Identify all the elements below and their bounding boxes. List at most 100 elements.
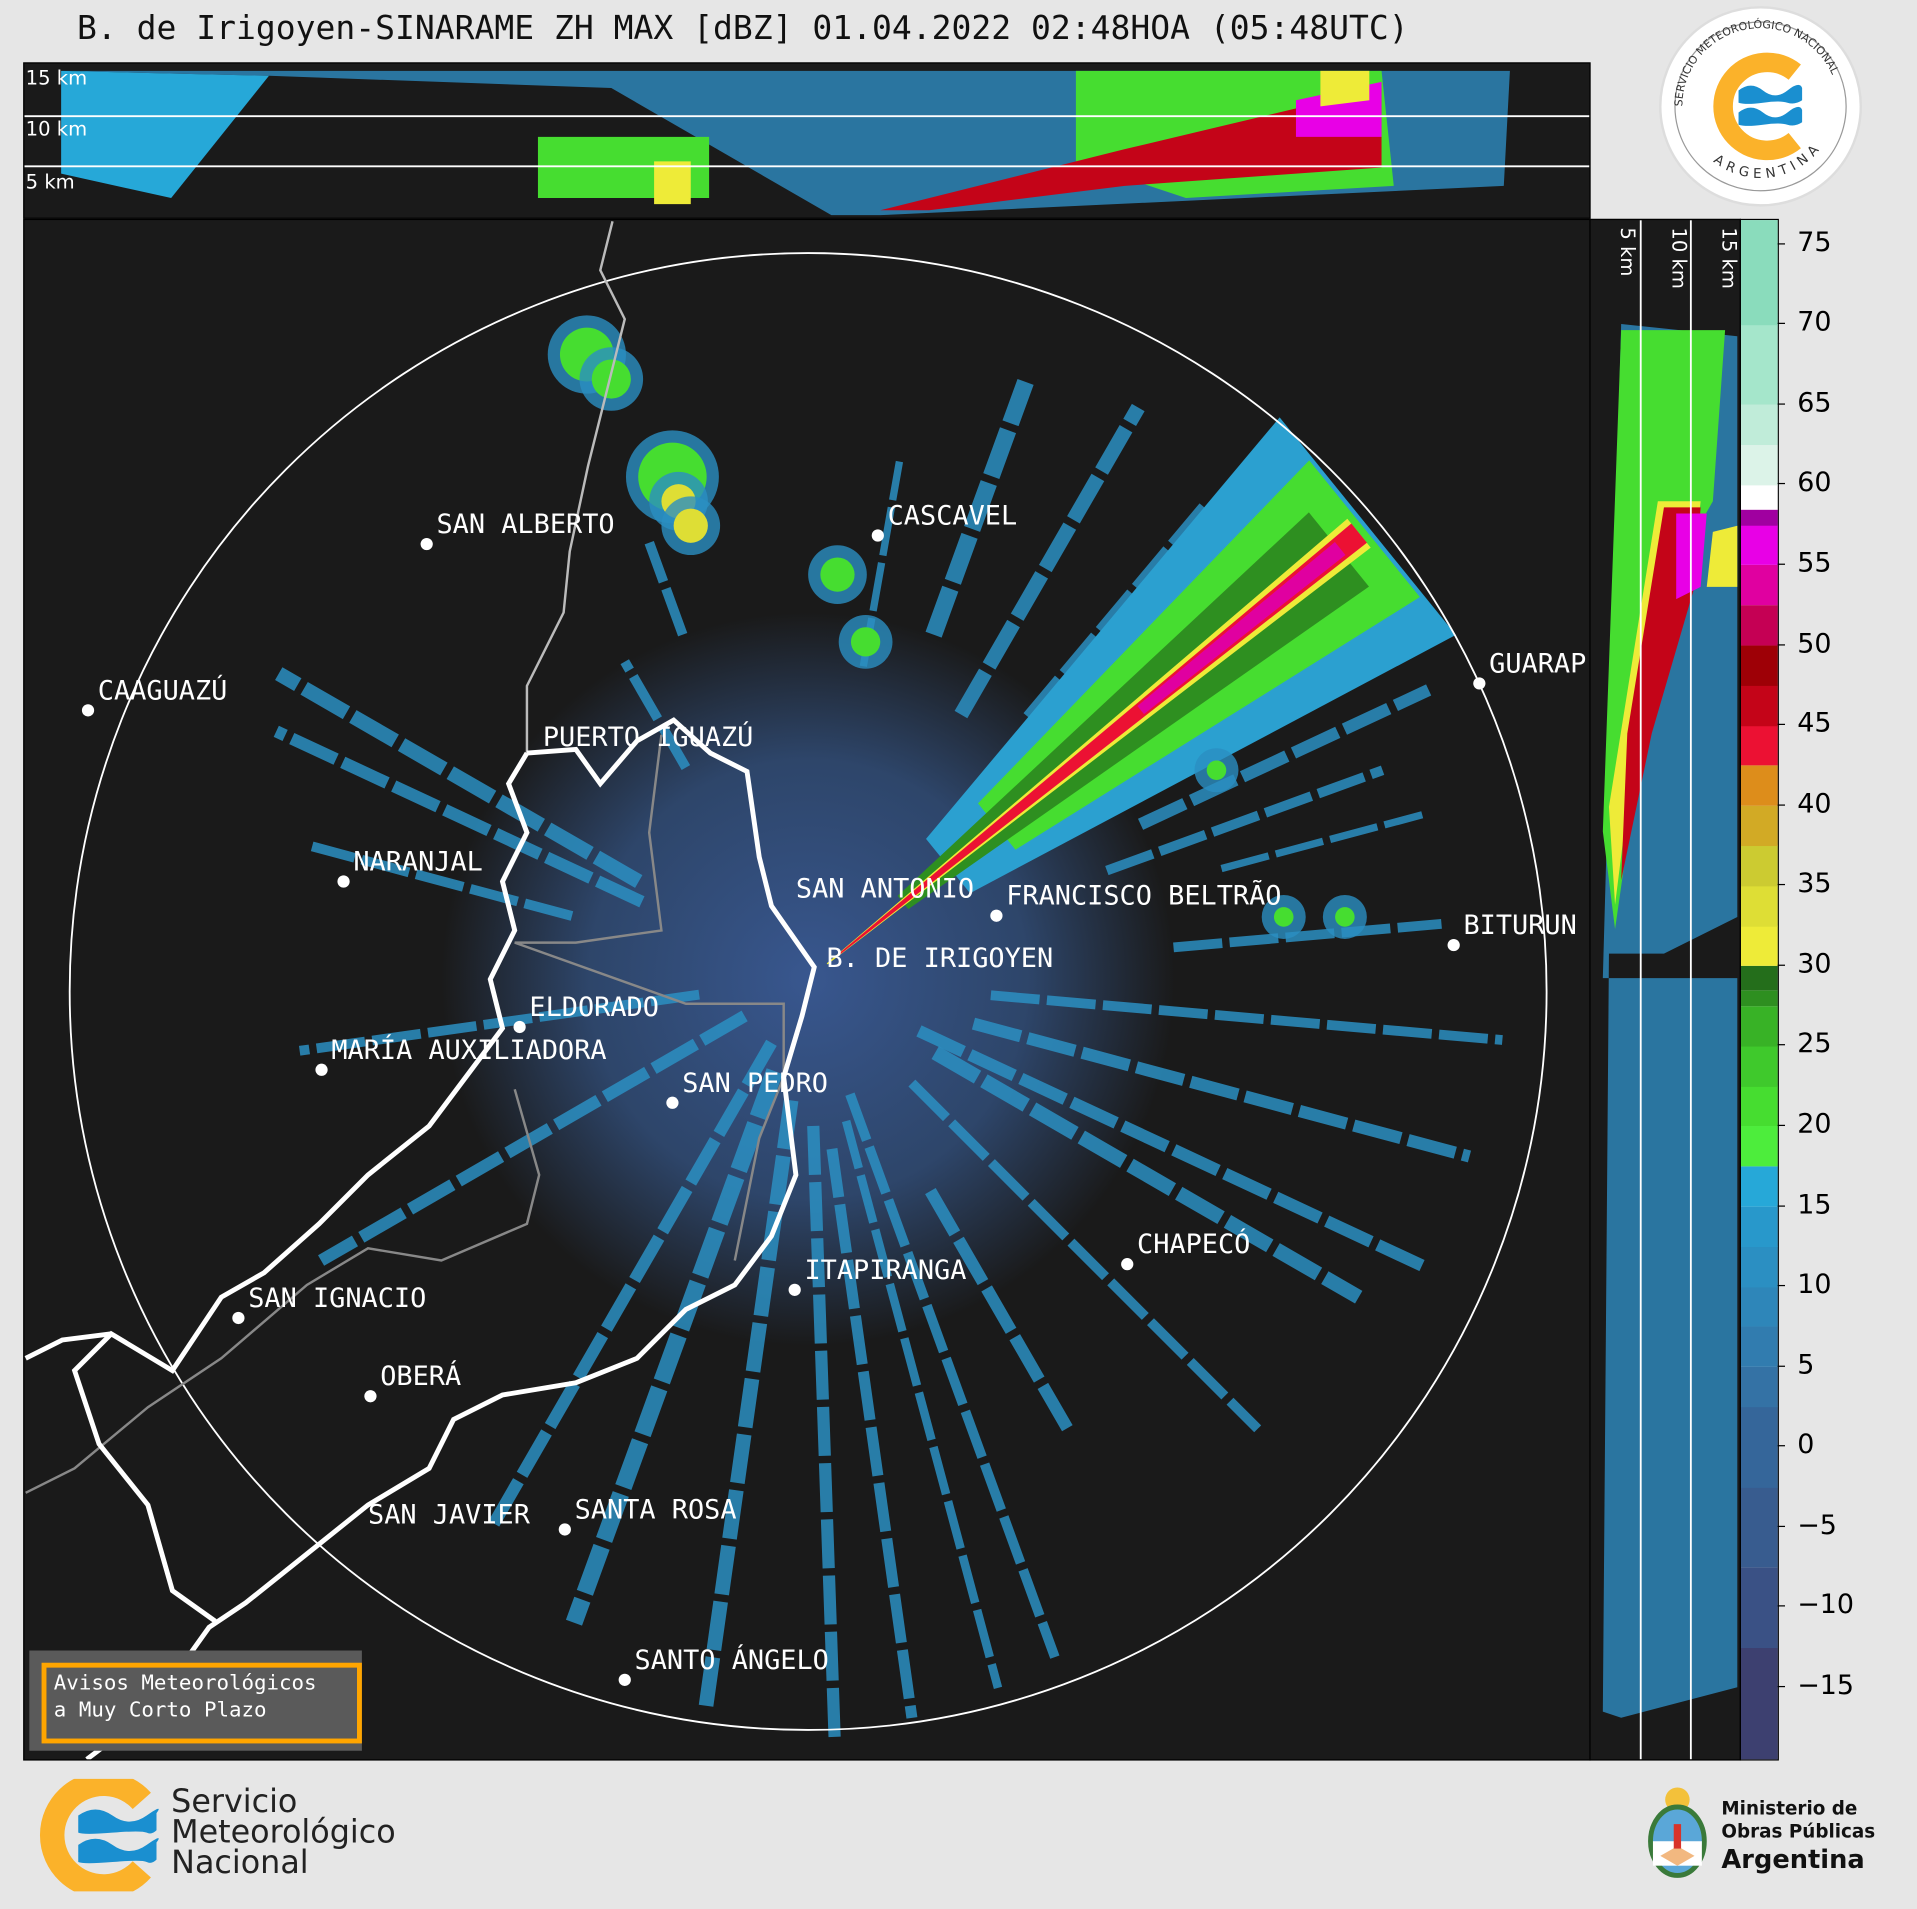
colorbar-band	[1740, 965, 1778, 991]
height-label-15km: 15 km	[25, 66, 88, 90]
city-label: SAN PEDRO	[682, 1068, 828, 1100]
city-label: CASCAVEL	[887, 501, 1018, 532]
height-label-10km: 10 km	[25, 117, 88, 141]
city-label: ELDORADO	[529, 992, 659, 1024]
city-label: MARÍA AUXILIADORA	[331, 1035, 607, 1067]
chart-title: B. de Irigoyen-SINARAME ZH MAX [dBZ] 01.…	[77, 9, 1409, 48]
ministerio-text-line: Ministerio de	[1721, 1797, 1858, 1820]
avisos-button[interactable]: Avisos Meteorológicos a Muy Corto Plazo	[29, 1650, 362, 1751]
echo-cell-core	[1273, 907, 1294, 927]
smn-text-line: Servicio	[171, 1783, 298, 1821]
colorbar-band	[1740, 1286, 1778, 1327]
colorbar-tick-label: 15	[1797, 1189, 1832, 1221]
colorbar-band	[1740, 1045, 1778, 1087]
colorbar-band	[1740, 564, 1778, 606]
colorbar-tick-label: 25	[1797, 1029, 1832, 1060]
echo-ray	[318, 1010, 748, 1266]
echo-ray	[273, 725, 645, 908]
colorbar-tick-label: 75	[1797, 227, 1832, 259]
city-label: ITAPIRANGA	[804, 1255, 967, 1287]
colorbar-tick	[1777, 723, 1785, 726]
echo-ray	[807, 1125, 841, 1738]
city-marker	[1447, 938, 1460, 952]
echo-ray	[620, 659, 691, 770]
city-label: CAAGUAZÚ	[97, 676, 228, 707]
echo-cell-core	[591, 359, 631, 399]
colorbar-tick	[1777, 1365, 1785, 1367]
colorbar-band	[1740, 1486, 1778, 1568]
vertical-profile-top: 15 km 10 km 5 km	[23, 62, 1591, 219]
border-argentina-paraguay	[71, 751, 530, 1624]
echo-cell-core	[1335, 907, 1355, 927]
colorbar-tick	[1777, 643, 1785, 645]
colorbar-band	[1740, 685, 1778, 726]
echo-ray	[310, 841, 574, 921]
echo-ray	[916, 1025, 1432, 1275]
city-marker	[337, 875, 350, 888]
smn-logo-icon	[39, 1778, 159, 1892]
colorbar-band	[1740, 1246, 1778, 1287]
echo-ray	[565, 1068, 783, 1626]
colorbar-band	[1740, 404, 1778, 446]
city-marker	[990, 909, 1003, 922]
city-label: SANTA ROSA	[574, 1495, 737, 1526]
colorbar-tick	[1777, 1285, 1785, 1287]
radar-map[interactable]: SAN ALBERTO CASCAVEL CAAGUAZÚ GUARAP PUERTO …	[23, 218, 1591, 1761]
echo-ray	[954, 403, 1145, 719]
colorbar-band	[1740, 725, 1778, 766]
colorbar-tick-label: 50	[1797, 628, 1832, 660]
colorbar-tick-label: 0	[1797, 1430, 1815, 1461]
colorbar-tick	[1777, 1525, 1785, 1527]
colorbar-tick-label: 55	[1797, 548, 1832, 579]
avisos-frame[interactable]: Avisos Meteorológicos a Muy Corto Plazo	[41, 1662, 362, 1744]
city-label: BITURUN	[1463, 910, 1577, 942]
echo-ray	[1023, 497, 1214, 721]
colorbar-band	[1740, 1566, 1778, 1648]
city-marker	[1121, 1258, 1134, 1271]
vertical-profile-side: 5 km 10 km 15 km	[1589, 218, 1741, 1761]
city-marker	[315, 1063, 328, 1076]
colorbar-band	[1740, 1326, 1778, 1368]
colorbar-band	[1740, 508, 1778, 526]
city-marker	[81, 704, 95, 717]
colorbar-tick-label: 65	[1797, 387, 1832, 419]
border-paraguay	[525, 220, 627, 754]
echo-ray	[990, 990, 1503, 1045]
colorbar-band	[1740, 989, 1778, 1007]
argentina-coat-of-arms-icon	[1648, 1787, 1707, 1878]
colorbar-band	[1740, 324, 1778, 406]
colorbar-band	[1740, 524, 1778, 566]
colorbar-tick-label: 45	[1797, 708, 1832, 740]
height-label-5km: 5 km	[25, 169, 75, 194]
colorbar-tick-label: 10	[1797, 1269, 1832, 1301]
colorbar-band	[1740, 1005, 1778, 1047]
city-label: FRANCISCO BELTRÃO	[1006, 881, 1282, 913]
profile-echo-yellow	[1320, 70, 1370, 107]
city-label: SAN JAVIER	[368, 1500, 530, 1531]
colorbar-band	[1740, 1206, 1778, 1247]
colorbar-band	[1740, 765, 1778, 806]
colorbar-tick	[1777, 483, 1785, 485]
colorbar-band	[1740, 604, 1778, 646]
echo-cell-core	[1206, 760, 1227, 781]
city-marker	[558, 1523, 571, 1536]
colorbar-tick-label: −5	[1797, 1510, 1837, 1541]
colorbar-band	[1740, 1406, 1778, 1488]
colorbar-tick-label: 60	[1797, 468, 1832, 499]
profile-echo-red	[1621, 507, 1701, 881]
colorbar-band	[1740, 484, 1778, 510]
echo-ray	[275, 667, 643, 888]
echo-ray	[841, 1119, 1003, 1689]
height-label-10km-side: 10 km	[1667, 227, 1691, 289]
colorbar-band	[1740, 1166, 1778, 1207]
city-label: SAN ANTONIO	[795, 874, 975, 905]
colorbar-band	[1740, 925, 1778, 967]
colorbar-tick	[1777, 242, 1785, 245]
echo-ray	[931, 1046, 1363, 1304]
colorbar-tick	[1777, 1685, 1785, 1688]
colorbar-tick	[1777, 964, 1785, 966]
height-label-15km-side: 15 km	[1717, 227, 1741, 289]
city-marker	[618, 1673, 631, 1686]
department-border	[25, 1089, 541, 1494]
range-ring	[68, 252, 1548, 1731]
